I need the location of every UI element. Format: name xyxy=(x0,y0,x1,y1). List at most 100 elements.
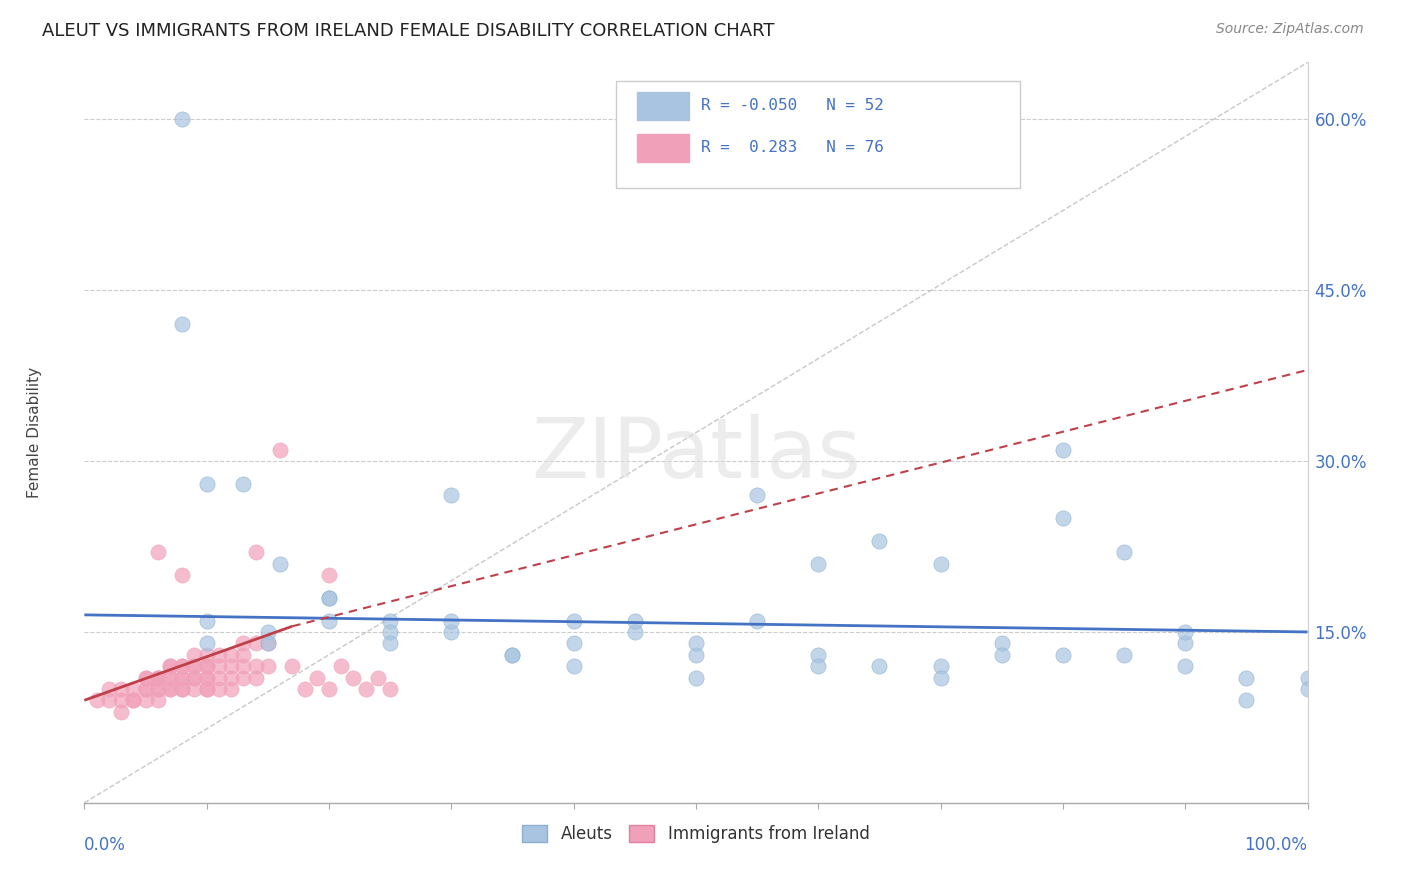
FancyBboxPatch shape xyxy=(637,92,689,120)
Point xyxy=(172,112,194,127)
Legend: Aleuts, Immigrants from Ireland: Aleuts, Immigrants from Ireland xyxy=(516,819,876,850)
Point xyxy=(195,681,218,696)
Point xyxy=(1174,636,1197,650)
Point xyxy=(195,659,218,673)
Point xyxy=(146,693,169,707)
Point xyxy=(807,557,830,571)
Point xyxy=(929,659,952,673)
Point xyxy=(232,636,254,650)
Point xyxy=(380,636,402,650)
Point xyxy=(1052,648,1074,662)
Point xyxy=(172,681,194,696)
Point xyxy=(122,681,145,696)
Point xyxy=(440,488,463,502)
Point xyxy=(330,659,353,673)
Point xyxy=(294,681,316,696)
Point xyxy=(318,591,340,605)
Point xyxy=(367,671,389,685)
Point xyxy=(195,648,218,662)
Point xyxy=(380,681,402,696)
Point xyxy=(342,671,364,685)
Point xyxy=(219,659,242,673)
Point xyxy=(219,681,242,696)
Point xyxy=(1114,648,1136,662)
Point xyxy=(159,671,181,685)
Point xyxy=(110,693,132,707)
Point xyxy=(172,659,194,673)
Point xyxy=(172,318,194,332)
Point xyxy=(991,648,1014,662)
Point xyxy=(122,693,145,707)
Point xyxy=(183,648,205,662)
Point xyxy=(1052,442,1074,457)
Point xyxy=(232,659,254,673)
Point xyxy=(146,671,169,685)
Point xyxy=(318,568,340,582)
Point xyxy=(318,681,340,696)
Point xyxy=(146,545,169,559)
Point xyxy=(1236,693,1258,707)
FancyBboxPatch shape xyxy=(637,135,689,162)
Point xyxy=(195,476,218,491)
Point xyxy=(110,681,132,696)
Point xyxy=(97,681,120,696)
Point xyxy=(135,681,157,696)
Point xyxy=(146,681,169,696)
Point xyxy=(747,488,769,502)
Point xyxy=(869,533,891,548)
Point xyxy=(195,659,218,673)
Point xyxy=(219,671,242,685)
Point xyxy=(807,648,830,662)
Point xyxy=(122,693,145,707)
Point xyxy=(183,671,205,685)
Point xyxy=(172,671,194,685)
Point xyxy=(257,636,280,650)
Point xyxy=(135,671,157,685)
Point xyxy=(1174,659,1197,673)
Point xyxy=(318,591,340,605)
Point xyxy=(502,648,524,662)
Point xyxy=(562,659,585,673)
Point xyxy=(1174,624,1197,639)
Point xyxy=(624,624,647,639)
Point xyxy=(195,681,218,696)
Point xyxy=(172,671,194,685)
Point xyxy=(195,636,218,650)
Point xyxy=(440,624,463,639)
Point xyxy=(219,648,242,662)
Point xyxy=(624,614,647,628)
Text: ALEUT VS IMMIGRANTS FROM IRELAND FEMALE DISABILITY CORRELATION CHART: ALEUT VS IMMIGRANTS FROM IRELAND FEMALE … xyxy=(42,22,775,40)
Point xyxy=(97,693,120,707)
Point xyxy=(685,636,707,650)
Point xyxy=(195,614,218,628)
Point xyxy=(380,614,402,628)
FancyBboxPatch shape xyxy=(616,81,1021,188)
Point xyxy=(869,659,891,673)
Point xyxy=(135,693,157,707)
Point xyxy=(183,659,205,673)
Point xyxy=(86,693,108,707)
Point xyxy=(159,659,181,673)
Point xyxy=(232,671,254,685)
Point xyxy=(146,681,169,696)
Point xyxy=(807,659,830,673)
Point xyxy=(747,614,769,628)
Point xyxy=(1052,511,1074,525)
Point xyxy=(232,476,254,491)
Point xyxy=(208,681,231,696)
Point xyxy=(1296,671,1319,685)
Point xyxy=(354,681,377,696)
Point xyxy=(1296,681,1319,696)
Point xyxy=(281,659,304,673)
Text: R =  0.283   N = 76: R = 0.283 N = 76 xyxy=(700,140,884,155)
Point xyxy=(172,681,194,696)
Point xyxy=(562,636,585,650)
Point xyxy=(146,671,169,685)
Point xyxy=(685,671,707,685)
Point xyxy=(135,681,157,696)
Point xyxy=(929,671,952,685)
Point xyxy=(245,545,267,559)
Point xyxy=(183,659,205,673)
Point xyxy=(245,671,267,685)
Point xyxy=(146,671,169,685)
